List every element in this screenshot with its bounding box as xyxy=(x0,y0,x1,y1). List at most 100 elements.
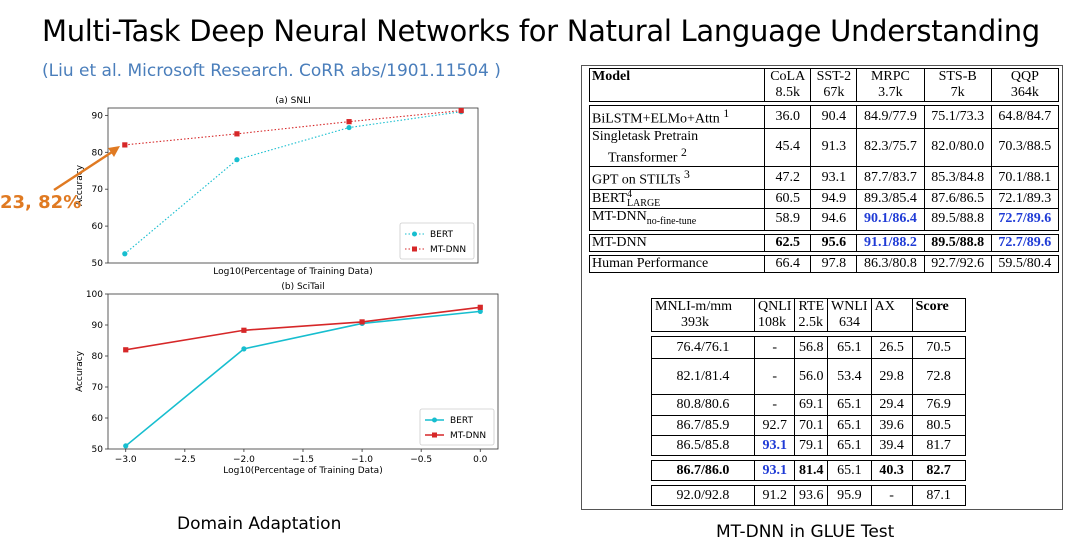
model-name: BERT 4 LARGE xyxy=(589,188,765,209)
cell: 92.7 xyxy=(753,415,796,436)
cell: 64.8/84.7 xyxy=(990,105,1060,129)
cell: 60.5 xyxy=(763,188,812,209)
cell: 92.7/92.6 xyxy=(923,254,992,273)
cell: 82.0/80.0 xyxy=(923,127,992,168)
table-header-row: MNLI-m/mm 393k QNLI 108k RTE 2.5k WNLI 634 A… xyxy=(651,298,966,332)
series-line-bert xyxy=(124,111,462,255)
column-header: WNLI 634 xyxy=(827,298,872,332)
cell: 26.5 xyxy=(870,336,913,359)
cell: 87.1 xyxy=(911,485,966,506)
cell: 80.5 xyxy=(911,415,966,436)
table-row: BERT 4 LARGE 60.5 94.9 89.3/85.4 87.6/86.5… xyxy=(589,188,1060,209)
y-tick-label: 80 xyxy=(92,352,104,362)
cell: 45.4 xyxy=(763,127,812,168)
slide-title: Multi-Task Deep Neural Networks for Natu… xyxy=(42,14,1040,48)
legend-label: BERT xyxy=(430,230,453,240)
x-tick-label: −2.5 xyxy=(174,455,196,465)
column-header: STS-B 7k xyxy=(923,68,992,102)
model-name: Singletask Pretrain Transformer 2 xyxy=(589,127,765,168)
model-name: GPT on STILTs 3 xyxy=(589,166,765,190)
cell: 86.3/80.8 xyxy=(856,254,925,273)
data-point xyxy=(346,124,352,131)
x-tick-label: −1.0 xyxy=(351,455,373,465)
cell: 58.9 xyxy=(763,207,812,231)
cell: 65.1 xyxy=(827,415,872,436)
cell: 95.6 xyxy=(810,233,858,252)
data-point-annotation: 23, 82% xyxy=(0,192,82,213)
cell: 72.7/89.6 xyxy=(990,233,1060,252)
citation: (Liu et al. Microsoft Research. CoRR abs… xyxy=(42,61,501,81)
series-line-mt-dnn xyxy=(125,306,481,351)
cell: 90.4 xyxy=(810,105,858,129)
legend-marker xyxy=(412,231,417,237)
data-point xyxy=(122,142,128,148)
cell: 91.2 xyxy=(753,485,796,506)
cell: 91.3 xyxy=(810,127,858,168)
cell: 80.8/80.6 xyxy=(651,394,755,416)
y-tick-label: 60 xyxy=(92,222,104,232)
cell: 56.8 xyxy=(794,336,829,359)
x-tick-label: 0.0 xyxy=(473,455,488,465)
column-header: Model xyxy=(589,68,765,102)
cell: 65.1 xyxy=(827,435,872,456)
legend-marker xyxy=(432,417,437,423)
cell: 65.1 xyxy=(827,394,872,416)
cell: 72.7/89.6 xyxy=(990,207,1060,231)
glue-table-top: Model CoLA 8.5k SST-2 67k MRPC 3.7k STS-B 7k… xyxy=(589,68,1060,273)
table-row: GPT on STILTs 3 47.2 93.1 87.7/83.7 85.3… xyxy=(589,166,1060,190)
cell: 47.2 xyxy=(763,166,812,190)
data-point xyxy=(477,304,483,310)
cell: 82.1/81.4 xyxy=(651,358,755,395)
cell: 90.1/86.4 xyxy=(856,207,925,231)
cell: 75.1/73.3 xyxy=(923,105,992,129)
column-header: MRPC 3.7k xyxy=(856,68,925,102)
chart-title: (b) SciTail xyxy=(281,282,324,292)
cell: 39.6 xyxy=(870,415,913,436)
data-point xyxy=(122,251,128,257)
cell: 70.1/88.1 xyxy=(990,166,1060,190)
cell: 69.1 xyxy=(794,394,829,416)
cell: 39.4 xyxy=(870,435,913,456)
cell: - xyxy=(870,485,913,506)
data-point xyxy=(123,443,129,449)
cell: 86.7/86.0 xyxy=(651,460,755,481)
column-header: MNLI-m/mm 393k xyxy=(651,298,755,332)
column-header: QNLI 108k xyxy=(753,298,796,332)
model-name: MT-DNNno-fine-tune xyxy=(589,207,765,231)
cell: 70.3/88.5 xyxy=(990,127,1060,168)
cell: 87.7/83.7 xyxy=(856,166,925,190)
column-header: Score xyxy=(911,298,966,332)
table-row: 76.4/76.1 - 56.8 65.1 26.5 70.5 xyxy=(651,336,966,359)
cell: 93.1 xyxy=(753,460,796,481)
glue-caption: MT-DNN in GLUE Test xyxy=(716,522,895,542)
legend-label: BERT xyxy=(450,416,473,426)
table-row: 82.1/81.4 - 56.0 53.4 29.8 72.8 xyxy=(651,358,966,395)
model-name: MT-DNN xyxy=(589,233,765,252)
cell: 56.0 xyxy=(794,358,829,395)
legend-marker xyxy=(432,432,437,438)
cell: 29.4 xyxy=(870,394,913,416)
data-point xyxy=(123,347,129,353)
cell: 29.8 xyxy=(870,358,913,395)
series-line-mt-dnn xyxy=(124,110,462,146)
cell: 66.4 xyxy=(763,254,812,273)
cell: 70.5 xyxy=(911,336,966,359)
legend-label: MT-DNN xyxy=(450,431,486,441)
table-row: Singletask Pretrain Transformer 2 45.4 91… xyxy=(589,127,1060,168)
cell: 94.9 xyxy=(810,188,858,209)
y-axis-label: Accuracy xyxy=(75,164,85,206)
scitail-chart: (b) SciTail 50 60 70 80 90 100 −3.0 −2.5 −2.0 −1.5… xyxy=(75,282,499,476)
model-name: Human Performance xyxy=(589,254,765,273)
table-row: MT-DNN 62.5 95.6 91.1/88.2 89.5/88.8 72.… xyxy=(589,233,1060,252)
cell: 82.7 xyxy=(911,460,966,481)
model-name: BiLSTM+ELMo+Attn 1 xyxy=(589,105,765,129)
cell: 65.1 xyxy=(827,336,872,359)
data-point xyxy=(477,308,483,314)
cell: 93.1 xyxy=(810,166,858,190)
legend xyxy=(399,222,475,260)
cell: 81.4 xyxy=(794,460,829,481)
cell: 89.5/88.8 xyxy=(923,207,992,231)
y-tick-label: 70 xyxy=(92,383,104,393)
cell: 36.0 xyxy=(763,105,812,129)
table-row: Human Performance 66.4 97.8 86.3/80.8 92… xyxy=(589,254,1060,273)
